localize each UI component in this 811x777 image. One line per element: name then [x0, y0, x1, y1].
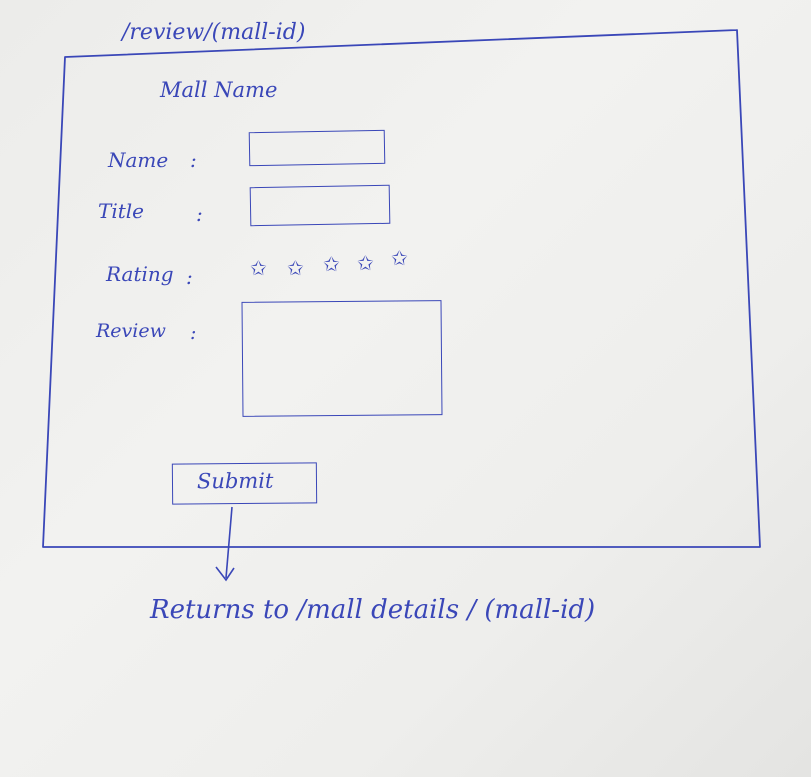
- submit-button[interactable]: Submit: [171, 462, 318, 505]
- redirect-arrow-line: [225, 506, 233, 579]
- review-label: Review: [96, 320, 166, 342]
- title-input[interactable]: [249, 184, 391, 227]
- redirect-note: Returns to /mall details / (mall-id): [150, 595, 596, 625]
- name-input[interactable]: [248, 129, 386, 167]
- review-textarea[interactable]: [241, 300, 443, 417]
- rating-star-1-icon[interactable]: ✩: [250, 256, 267, 280]
- page-frame: [42, 29, 761, 548]
- rating-star-3-icon[interactable]: ✩: [323, 252, 340, 276]
- rating-label: Rating: [106, 262, 174, 286]
- name-label: Name: [108, 148, 169, 172]
- title-colon: :: [196, 202, 203, 226]
- rating-star-4-icon[interactable]: ✩: [357, 251, 374, 275]
- title-label: Title: [98, 199, 145, 223]
- review-colon: :: [190, 322, 197, 344]
- rating-star-5-icon[interactable]: ✩: [391, 246, 408, 270]
- mall-name-title: Mall Name: [160, 78, 278, 102]
- redirect-arrow-head: [215, 566, 235, 582]
- rating-colon: :: [186, 265, 193, 289]
- name-colon: :: [190, 148, 197, 172]
- route-path: /review/(mall-id): [122, 20, 306, 45]
- submit-button-label: Submit: [196, 468, 274, 494]
- rating-star-2-icon[interactable]: ✩: [287, 256, 304, 280]
